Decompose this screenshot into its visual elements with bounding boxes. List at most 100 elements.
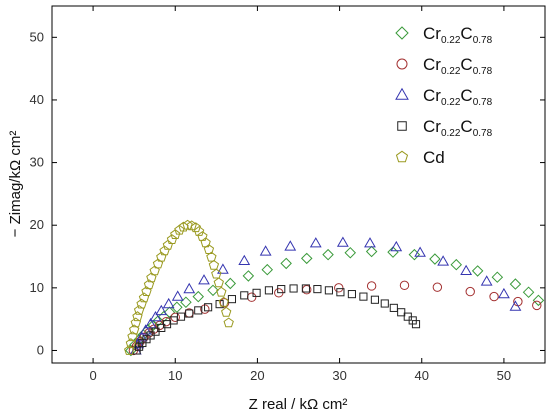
data-point <box>155 304 168 316</box>
data-point <box>130 317 141 328</box>
data-point <box>322 248 334 261</box>
legend: Cr0.22C0.78Cr0.22C0.78Cr0.22C0.78Cr0.22C… <box>395 24 493 167</box>
legend-label: Cr0.22C0.78 <box>423 117 493 139</box>
data-point <box>460 264 473 275</box>
x-tick-label: 40 <box>415 368 429 383</box>
data-point <box>397 308 406 317</box>
data-point <box>224 277 237 290</box>
legend-marker <box>395 87 409 100</box>
data-point <box>380 299 389 308</box>
x-tick-label: 50 <box>497 368 511 383</box>
legend-marker <box>395 26 409 40</box>
data-point <box>491 271 504 283</box>
data-point <box>166 234 178 244</box>
data-point <box>207 284 219 297</box>
series-3 <box>129 236 522 355</box>
data-point <box>336 288 345 297</box>
data-point <box>280 257 292 270</box>
data-point <box>190 222 201 233</box>
data-point <box>284 240 297 251</box>
data-point <box>252 288 261 297</box>
x-tick-label: 10 <box>168 368 182 383</box>
data-point <box>364 237 376 248</box>
legend-marker <box>395 150 409 163</box>
data-point <box>211 268 222 279</box>
data-point <box>389 303 398 312</box>
data-point <box>223 317 234 328</box>
legend-marker <box>397 121 407 131</box>
data-point <box>344 246 357 259</box>
data-point <box>300 252 313 265</box>
data-point <box>192 290 205 303</box>
data-point <box>411 320 421 329</box>
plot-frame <box>51 5 546 364</box>
data-point <box>238 254 251 265</box>
data-point <box>171 290 184 301</box>
y-tick-label: 20 <box>30 217 44 232</box>
data-point <box>489 291 499 302</box>
legend-text-part: Cr <box>423 86 441 105</box>
data-point <box>194 306 203 315</box>
data-point <box>170 229 181 239</box>
legend-text-part: Cr <box>423 55 441 74</box>
x-tick-label: 20 <box>250 368 264 383</box>
legend-marker <box>396 58 408 70</box>
data-point <box>471 265 484 277</box>
data-point <box>163 306 176 319</box>
data-point <box>336 236 349 247</box>
data-point <box>450 258 463 271</box>
legend-subscript: 0.78 <box>473 35 493 46</box>
data-point <box>246 292 257 302</box>
x-axis-label: Z real / kΩ cm² <box>249 396 348 413</box>
legend-text-part: Cd <box>423 148 445 167</box>
legend-text-part: C <box>460 117 472 136</box>
data-point <box>171 301 183 314</box>
data-point <box>387 246 399 258</box>
data-point <box>135 331 148 342</box>
data-point <box>522 286 535 299</box>
data-point <box>149 310 162 322</box>
data-point <box>240 291 249 300</box>
data-point <box>185 309 194 318</box>
data-point <box>217 263 229 274</box>
data-point <box>532 294 545 307</box>
data-point <box>390 240 403 252</box>
data-point <box>261 263 274 276</box>
data-point <box>277 285 286 294</box>
data-point <box>365 245 378 258</box>
y-axis-label: − Zimag/kΩ cm² <box>7 131 24 238</box>
data-point <box>208 259 220 270</box>
data-point <box>408 248 421 261</box>
data-point <box>129 324 140 335</box>
data-point <box>141 286 152 296</box>
data-point <box>498 287 510 299</box>
legend-text-part: C <box>460 86 472 105</box>
y-tick-label: 10 <box>30 280 44 295</box>
data-point <box>509 300 522 311</box>
data-point <box>399 280 410 291</box>
data-point <box>139 324 152 335</box>
data-point <box>437 255 450 266</box>
data-point <box>206 251 217 262</box>
legend-label: Cr0.22C0.78 <box>423 55 493 77</box>
data-point <box>480 275 493 286</box>
data-point <box>309 237 322 248</box>
legend-label: Cd <box>423 148 445 167</box>
data-point <box>213 277 224 288</box>
legend-label: Cr0.22C0.78 <box>423 86 493 108</box>
data-point <box>242 270 255 282</box>
data-point <box>509 278 522 290</box>
data-point <box>125 338 137 348</box>
data-point <box>227 295 237 304</box>
data-point <box>324 286 333 295</box>
legend-subscript: 0.78 <box>473 66 493 77</box>
legend-text-part: C <box>460 24 472 43</box>
data-point <box>313 285 322 294</box>
data-point <box>334 283 344 293</box>
data-point <box>289 284 298 293</box>
data-point <box>193 225 205 236</box>
legend-subscript: 0.22 <box>441 128 461 139</box>
data-point <box>532 300 542 311</box>
data-point <box>218 296 229 307</box>
